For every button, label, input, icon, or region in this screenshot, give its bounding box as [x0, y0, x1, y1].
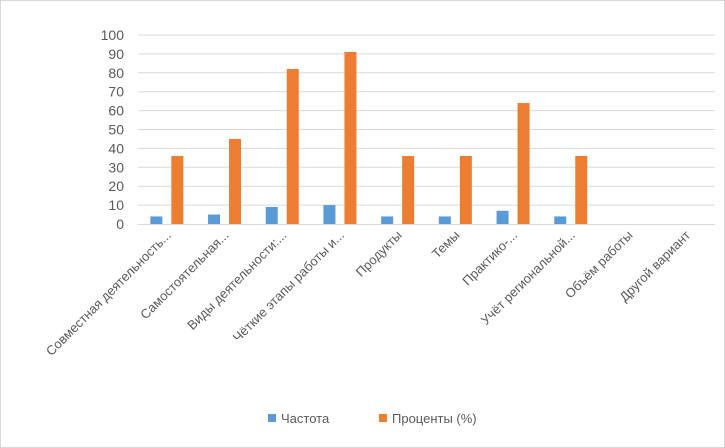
bars	[150, 52, 588, 225]
category-label: Учёт региональной...	[478, 228, 578, 328]
bar-frequency	[265, 206, 278, 224]
y-tick-label: 20	[108, 178, 124, 194]
bar-frequency	[381, 216, 394, 224]
bar-percent	[402, 155, 415, 224]
category-labels: Совместная деятельность...Самостоятельна…	[43, 227, 693, 358]
y-tick-label: 50	[108, 122, 124, 138]
bar-frequency	[208, 214, 221, 224]
y-tick-label: 70	[108, 84, 124, 100]
y-axis-ticks: 0 10 20 30 40 50 60 70 80 90 100	[101, 27, 125, 232]
category-label: Темы	[429, 228, 463, 262]
bar-frequency	[323, 205, 336, 224]
gridlines	[138, 34, 715, 206]
y-tick-label: 80	[108, 65, 124, 81]
y-tick-label: 30	[108, 159, 124, 175]
bar-percent	[229, 138, 242, 224]
bar-percent	[171, 155, 184, 224]
bar-percent	[286, 69, 299, 225]
y-tick-label: 40	[108, 140, 124, 156]
y-tick-label: 0	[116, 216, 124, 232]
bar-frequency	[496, 210, 509, 224]
legend: Частота Проценты (%)	[268, 411, 477, 426]
bar-frequency	[554, 216, 567, 224]
bar-frequency	[150, 216, 163, 224]
legend-label: Проценты (%)	[392, 411, 477, 426]
category-label: Чёткие этапы работы и...	[230, 228, 347, 345]
y-tick-label: 60	[108, 103, 124, 119]
category-label: Виды деятельности:...	[184, 228, 289, 333]
legend-label: Частота	[281, 411, 330, 426]
legend-swatch	[268, 414, 276, 422]
category-label: Продукты	[353, 228, 405, 280]
category-label: Практико-...	[459, 228, 520, 289]
bar-percent	[344, 52, 357, 225]
bar-percent	[575, 155, 588, 224]
y-tick-label: 10	[108, 197, 124, 213]
y-tick-label: 100	[101, 27, 125, 43]
bar-frequency	[438, 216, 451, 224]
bar-percent	[459, 155, 472, 224]
bar-percent	[517, 103, 530, 224]
legend-swatch	[379, 414, 387, 422]
y-tick-label: 90	[108, 46, 124, 62]
